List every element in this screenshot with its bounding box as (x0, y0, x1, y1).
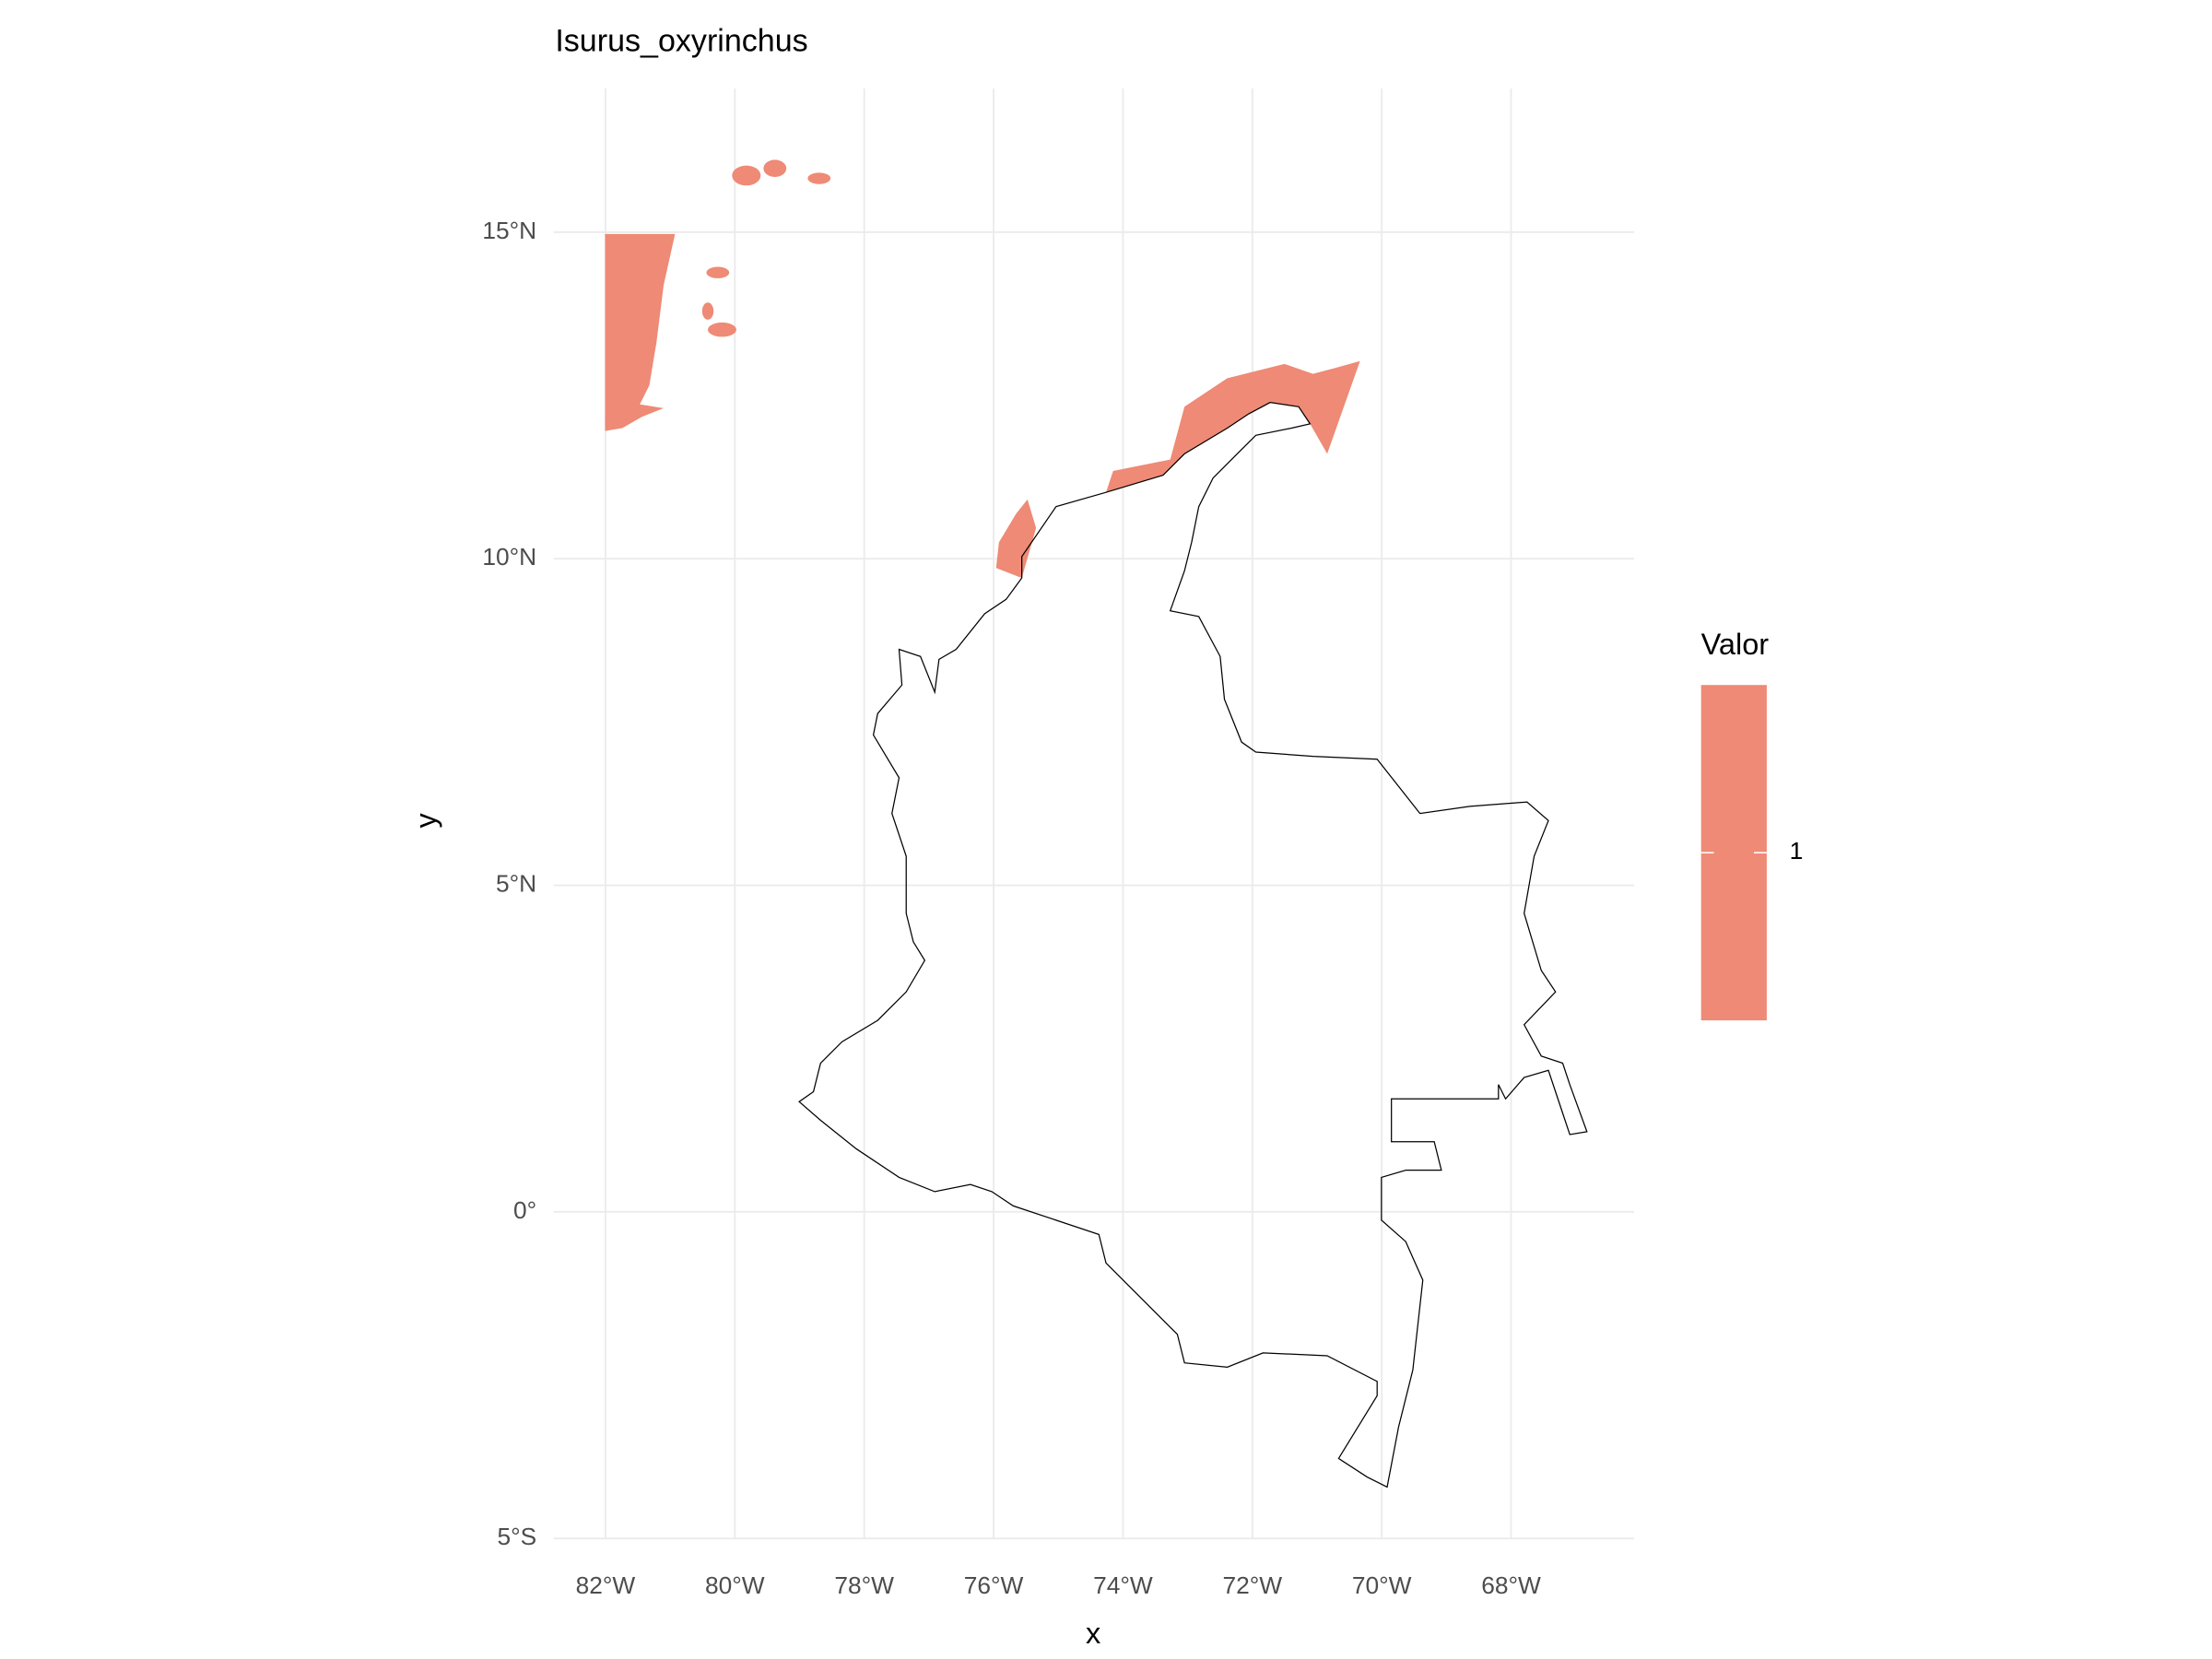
raster-area (807, 172, 831, 184)
y-tick-label: 5°N (496, 869, 536, 897)
raster-area (605, 233, 676, 429)
raster-area (706, 266, 730, 278)
y-tick-label: 0° (513, 1196, 536, 1224)
raster-area (605, 402, 664, 431)
raster-area (732, 165, 761, 186)
chart-title: Isurus_oxyrinchus (555, 23, 807, 58)
x-tick-label: 74°W (1093, 1571, 1153, 1599)
x-tick-label: 76°W (964, 1571, 1024, 1599)
legend-title: Valor (1701, 628, 1770, 661)
x-tick-label: 70°W (1352, 1571, 1412, 1599)
legend-tick-label: 1 (1790, 837, 1804, 865)
y-tick-label: 5°S (497, 1523, 536, 1550)
x-tick-label: 68°W (1481, 1571, 1541, 1599)
x-tick-label: 72°W (1222, 1571, 1282, 1599)
raster-area (708, 322, 736, 337)
raster-area (1106, 360, 1360, 493)
raster (605, 159, 1360, 579)
x-tick-label: 80°W (705, 1571, 765, 1599)
legend: Valor 1 (1700, 628, 1804, 1021)
x-tick-label: 78°W (834, 1571, 894, 1599)
raster-area (763, 159, 787, 177)
raster-area (995, 499, 1037, 579)
raster-area (701, 302, 714, 320)
axes: 82°W 80°W 78°W 76°W 74°W 72°W 70°W 68°W 5°S 0° 5°N… (482, 217, 1541, 1599)
y-axis-title: y (409, 812, 442, 828)
country-outline (798, 402, 1588, 1488)
x-tick-label: 82°W (576, 1571, 636, 1599)
y-tick-label: 10°N (482, 543, 536, 571)
y-tick-label: 15°N (482, 217, 536, 244)
x-axis-title: x (1086, 1617, 1100, 1650)
